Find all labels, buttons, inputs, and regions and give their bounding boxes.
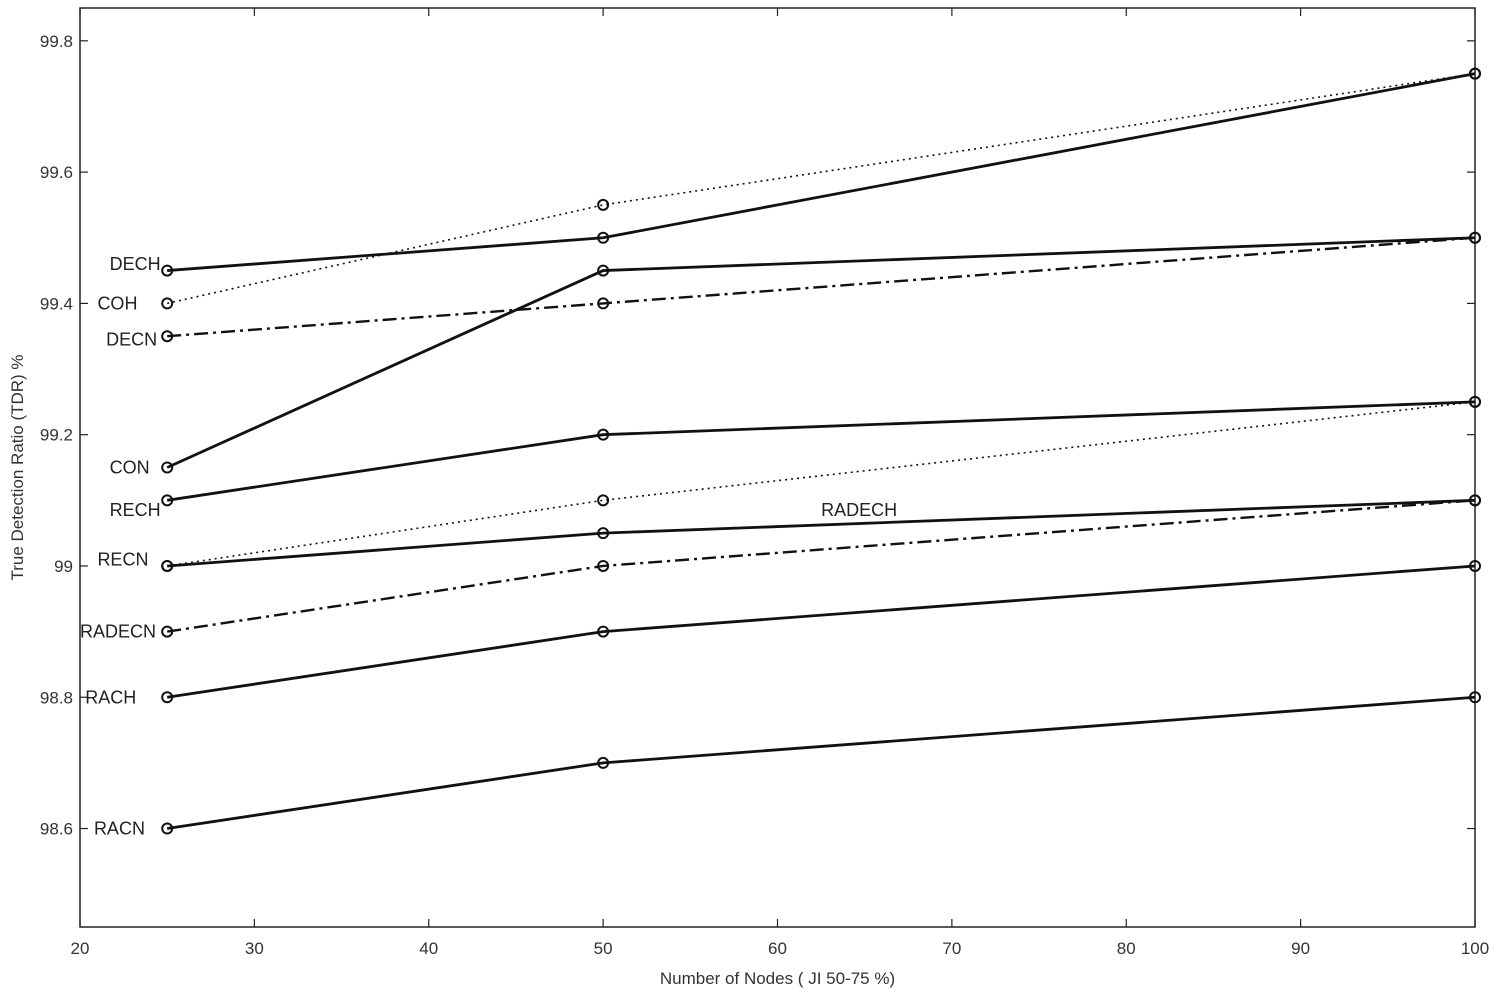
data-point [161,822,174,835]
series-line [166,236,1476,469]
data-point [1469,67,1481,80]
data-point [597,625,610,638]
data-point [597,428,610,441]
y-tick-label: 99.2 [40,426,73,445]
data-point [1469,691,1481,704]
data-point [1469,395,1481,408]
data-point [597,559,610,572]
data-point [161,297,174,310]
series-line [167,498,1476,568]
series-lines [161,67,1481,835]
series-radecn [161,494,1481,638]
data-point [1469,231,1481,244]
series-line [167,72,1476,272]
data-point [161,691,174,704]
y-tick-label: 99 [54,557,73,576]
x-tick-label: 80 [1117,939,1136,958]
series-label-recn: RECN [97,549,148,569]
data-point [597,494,610,507]
series-label-coh: COH [97,293,137,313]
series-decn [161,231,1481,343]
series-label-racn: RACN [94,819,145,839]
series-labels: DECH COH DECN CON RECH RECN RADECH RADECN RACH RA… [80,254,897,839]
series-con [161,231,1481,474]
series-line [167,236,1476,338]
series-recn [161,395,1481,572]
data-point [161,461,174,474]
series-label-radech: RADECH [821,500,897,520]
series-coh [161,67,1481,310]
series-label-decn: DECN [106,329,157,349]
data-point [161,625,174,638]
x-tick-label: 90 [1291,939,1310,958]
series-rach [161,559,1481,704]
x-tick-label: 70 [942,939,961,958]
x-tick-label: 20 [71,939,90,958]
data-point [161,559,174,572]
series-rech [161,395,1481,507]
data-point [161,264,174,277]
y-axis-title: True Detection Ratio (TDR) % [8,354,27,580]
data-point [161,494,174,507]
series-label-con: CON [110,458,150,478]
series-line [167,72,1476,305]
series-racn [161,691,1481,835]
series-label-radecn: RADECN [80,622,156,642]
data-point [1469,494,1481,507]
y-tick-label: 98.8 [40,688,73,707]
y-tick-label: 99.8 [40,32,73,51]
series-line [166,400,1476,502]
y-tick-label: 98.6 [40,820,73,839]
data-point [1469,559,1481,572]
ticks: 20 30 40 50 60 70 80 90 100 98.6 98.8 99 99.2 99.4 99.… [40,8,1489,958]
series-line [167,499,1476,633]
x-tick-label: 100 [1461,939,1489,958]
series-line [166,564,1476,699]
data-point [597,527,610,540]
x-tick-label: 60 [768,939,787,958]
data-point [597,198,610,211]
series-label-rach: RACH [85,687,136,707]
series-label-rech: RECH [110,500,161,520]
x-axis-title: Number of Nodes ( JI 50-75 %) [660,969,895,988]
plot-frame [79,7,1476,928]
axes [79,7,1476,928]
data-point [161,330,174,343]
series-label-dech: DECH [110,254,161,274]
y-tick-label: 99.4 [40,294,73,313]
data-point [597,297,610,310]
x-tick-label: 30 [245,939,264,958]
x-tick-label: 40 [419,939,438,958]
series-line [166,695,1476,830]
data-point [597,231,610,244]
x-tick-label: 50 [594,939,613,958]
data-point [597,264,610,277]
y-tick-label: 99.6 [40,163,73,182]
data-point [597,756,610,769]
